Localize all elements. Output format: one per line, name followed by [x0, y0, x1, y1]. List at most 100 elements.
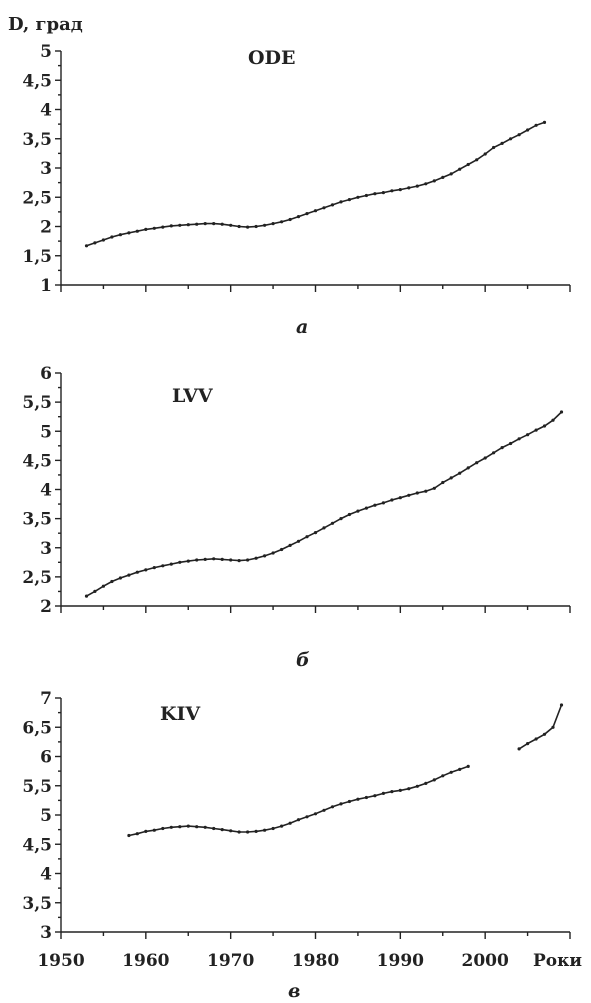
- y-tick-label: 5: [40, 806, 52, 826]
- series-label-ode: ODE: [248, 47, 296, 69]
- y-tick-label: 3,5: [22, 894, 52, 914]
- y-tick-label: 3: [40, 923, 52, 943]
- data-point: [246, 558, 250, 562]
- data-point: [203, 557, 207, 562]
- data-point: [101, 584, 105, 588]
- data-point: [390, 189, 394, 193]
- y-tick-label: 6: [40, 364, 52, 384]
- data-point: [466, 764, 470, 769]
- data-point: [483, 152, 487, 156]
- data-point: [280, 220, 284, 224]
- data-point: [144, 227, 148, 231]
- data-point: [254, 556, 258, 560]
- data-point: [559, 703, 564, 707]
- data-point: [195, 825, 199, 829]
- data-point: [441, 774, 445, 778]
- data-point: [296, 818, 301, 822]
- data-point: [415, 184, 419, 188]
- data-point: [322, 526, 326, 530]
- data-point: [534, 737, 538, 741]
- data-point: [84, 594, 89, 598]
- data-point: [135, 229, 139, 233]
- y-tick-label: 6: [40, 748, 52, 768]
- data-point: [356, 509, 360, 513]
- data-point: [432, 179, 436, 183]
- data-point: [542, 424, 547, 428]
- data-point: [373, 192, 377, 196]
- data-point: [161, 564, 165, 568]
- data-point: [339, 802, 343, 806]
- data-point: [271, 222, 275, 226]
- data-point: [534, 123, 538, 127]
- data-point: [178, 223, 182, 227]
- y-tick-label: 7: [40, 689, 52, 709]
- y-tick-label: 3: [40, 159, 52, 179]
- data-point: [288, 217, 292, 222]
- data-point: [195, 222, 199, 226]
- data-point: [449, 770, 453, 774]
- data-point: [424, 182, 428, 186]
- y-tick-label: 2,5: [22, 568, 52, 588]
- data-point: [280, 824, 284, 828]
- data-point: [407, 186, 411, 190]
- data-point: [441, 175, 445, 179]
- data-point: [296, 539, 301, 543]
- data-point: [178, 825, 182, 829]
- data-point: [364, 795, 368, 800]
- data-point: [500, 141, 504, 145]
- data-point: [229, 223, 233, 227]
- y-tick-label: 5,5: [22, 393, 52, 413]
- data-point: [415, 784, 419, 788]
- y-tick-label: 4: [40, 101, 52, 121]
- y-tick-label: 1: [40, 276, 52, 296]
- data-point: [398, 788, 402, 793]
- data-point: [212, 222, 216, 226]
- data-point: [381, 501, 385, 505]
- data-point: [127, 231, 131, 235]
- data-point: [186, 824, 190, 828]
- data-point: [280, 547, 284, 552]
- data-point: [466, 162, 470, 167]
- data-point: [347, 198, 351, 202]
- data-point: [263, 223, 267, 227]
- data-point: [339, 200, 343, 204]
- data-point: [390, 790, 394, 794]
- data-point: [186, 559, 190, 563]
- data-point: [373, 794, 377, 798]
- data-point: [559, 410, 564, 414]
- data-point: [407, 787, 411, 791]
- data-point: [475, 158, 479, 162]
- data-point: [330, 203, 335, 207]
- panel-letter-a: а: [296, 316, 308, 338]
- data-point: [475, 461, 479, 465]
- data-point: [161, 225, 165, 229]
- x-tick-label: 2000: [462, 951, 509, 971]
- data-point: [220, 557, 224, 562]
- data-point: [526, 433, 530, 437]
- data-point: [169, 224, 173, 228]
- data-point: [135, 832, 139, 836]
- y-tick-label: 3,5: [22, 130, 52, 150]
- data-point: [381, 791, 385, 796]
- data-point: [500, 446, 504, 450]
- panel-b: LVV б 2 2,5 3 3,5 4 4,5 5 5,5 6: [22, 364, 571, 671]
- data-point: [390, 498, 394, 502]
- data-point: [432, 778, 436, 782]
- data-point: [424, 781, 428, 786]
- data-point: [542, 120, 547, 124]
- data-point: [288, 821, 292, 825]
- data-point: [229, 829, 233, 833]
- data-point: [313, 209, 318, 213]
- panel-c: KIV в Роки 3 3,5 4 4,5 5 5,5 6 6,5 7 1950 1960 1970…: [22, 689, 582, 1002]
- data-point: [551, 725, 555, 729]
- data-point: [118, 233, 122, 237]
- data-point: [313, 812, 318, 816]
- data-point: [237, 830, 241, 834]
- data-point: [152, 828, 156, 832]
- data-point: [305, 212, 309, 216]
- data-point: [246, 830, 250, 834]
- data-point: [127, 573, 131, 577]
- data-point: [542, 732, 547, 736]
- data-point: [398, 188, 402, 192]
- y-tick-label: 2: [40, 597, 52, 617]
